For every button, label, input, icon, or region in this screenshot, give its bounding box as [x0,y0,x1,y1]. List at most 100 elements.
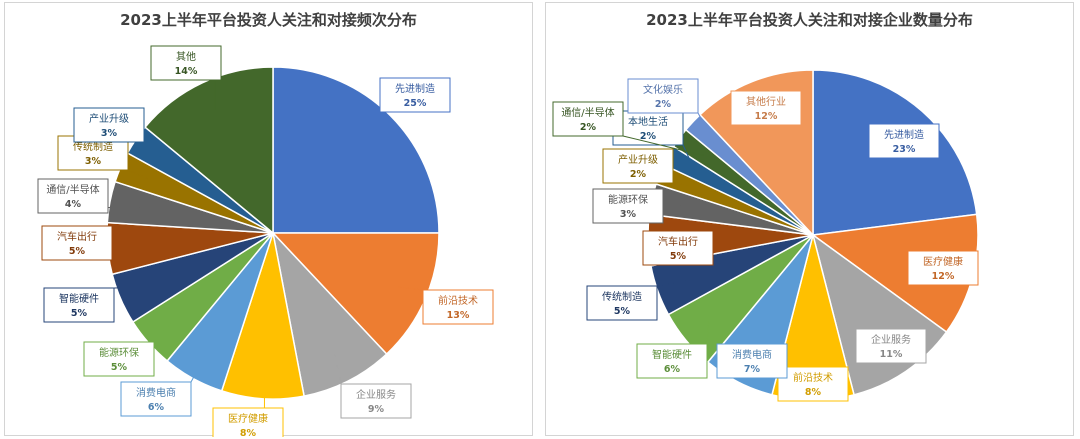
callout-pointer [143,141,161,157]
callout-pointer [622,135,704,156]
callout-box [422,289,494,325]
slice-percent: 11% [880,349,903,360]
callout-pointer [706,321,710,345]
callout-box [37,178,109,214]
slice-label: 先进制造 [884,128,924,141]
slice-label: 本地生活 [628,115,668,128]
callout-pointer [697,112,715,143]
callout-box [552,101,624,137]
callout-box [73,107,145,143]
pie-slice [272,66,440,234]
slice-callout: 产业升级 3% [73,107,161,157]
slice-callout: 医疗健康 12% [907,250,979,286]
callout-pointer [672,182,688,186]
chart-title: 2023上半年平台投资人关注和对接频次分布 [120,11,417,29]
slice-percent: 2% [640,131,657,142]
callout-box [642,230,714,266]
pie-slice [271,230,388,397]
slice-label: 产业升级 [89,112,129,125]
slice-label: 其他行业 [746,95,786,108]
callout-box [120,381,192,417]
callout-box [379,77,451,113]
slice-label: 先进制造 [395,82,435,95]
slice-percent: 25% [404,98,427,109]
callout-box [612,110,684,146]
slice-callout: 汽车出行 5% [41,225,138,261]
callout-labels: 先进制造 23% 医疗健康 12% 企业服务 11% 前沿技术 8% 消费电商 7% 智能硬件 6% 传… [552,78,979,402]
slice-percent: 12% [932,271,955,282]
slice-percent: 8% [805,387,822,398]
slice-label: 消费电商 [732,348,772,361]
callout-pointer [127,169,149,180]
slice-label: 消费电商 [136,386,176,399]
slice-label: 能源环保 [608,193,648,206]
slice-callout: 通信/半导体 4% [37,178,140,214]
slice-percent: 5% [111,362,128,373]
slice-percent: 7% [744,364,761,375]
callout-pointer [682,144,695,171]
slice-percent: 8% [240,428,257,437]
callout-box [83,341,155,377]
callout-box [41,225,113,261]
callout-pointer [656,280,686,287]
slice-callout: 前沿技术 8% [777,366,849,402]
slice-callout: 其他 14% [150,45,222,110]
slice-callout: 智能硬件 5% [43,286,149,323]
slice-label: 文化娱乐 [643,83,683,96]
slice-percent: 13% [447,310,470,321]
callout-box [592,188,664,224]
chart-panel-company-count: 2023上半年平台投资人关注和对接企业数量分布 先进制造 23% 医疗健康 12% 企业… [545,2,1074,436]
slice-percent: 14% [175,66,198,77]
slice-percent: 6% [148,402,165,413]
slice-callout: 企业服务 9% [334,354,412,419]
slice-callout: 消费电商 7% [716,343,788,379]
slice-percent: 2% [580,122,597,133]
slice-callout: 消费电商 6% [120,352,208,417]
callout-box [855,328,927,364]
slice-callout: 前沿技术 13% [397,286,494,325]
slice-label: 能源环保 [99,346,139,359]
callout-box [636,343,708,379]
slice-callout: 能源环保 5% [83,322,172,377]
slice-label: 传统制造 [602,290,642,303]
callout-box [716,343,788,379]
slice-callout: 传统制造 5% [586,280,686,321]
chart-title: 2023上半年平台投资人关注和对接企业数量分布 [646,11,973,29]
callout-box [43,287,115,323]
slice-label: 汽车出行 [57,230,97,243]
callout-box [730,90,802,126]
pie-slices [106,66,440,400]
slice-label: 产业升级 [618,153,658,166]
slice-percent: 2% [630,169,647,180]
slice-percent: 3% [101,128,118,139]
slice-percent: 4% [65,199,82,210]
slice-callout: 能源环保 3% [592,188,681,224]
slice-callout: 智能硬件 6% [636,321,710,379]
slice-label: 前沿技术 [793,371,833,384]
slice-label: 通信/半导体 [561,106,614,119]
slice-label: 企业服务 [356,388,396,401]
slice-label: 智能硬件 [652,348,692,361]
slice-callout: 通信/半导体 2% [552,101,704,156]
slice-label: 智能硬件 [59,292,99,305]
callout-box [777,366,849,402]
slice-callout: 产业升级 2% [602,148,688,186]
slice-callout: 其他行业 12% [730,90,802,126]
slice-callout: 企业服务 11% [855,328,927,364]
callout-pointer [153,322,172,343]
slice-percent: 5% [69,246,86,257]
slice-percent: 2% [655,99,672,110]
slice-callout: 汽车出行 5% [642,230,714,266]
slice-label: 医疗健康 [228,412,268,425]
slice-percent: 23% [893,144,916,155]
slice-label: 企业服务 [871,333,911,346]
callout-pointer [368,111,381,137]
chart-panel-frequency: 2023上半年平台投资人关注和对接频次分布 先进制造 25% 前沿技术 13% 企业服务… [4,2,533,437]
callout-pointer [113,286,149,289]
slice-label: 传统制造 [73,140,113,153]
pie-slice [144,66,274,235]
callout-pointer [397,286,424,291]
slice-callout: 先进制造 23% [868,123,940,159]
